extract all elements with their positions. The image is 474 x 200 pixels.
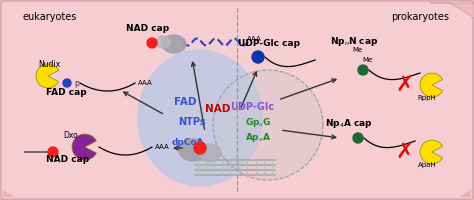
- Circle shape: [194, 142, 206, 154]
- Text: AAA: AAA: [155, 144, 170, 150]
- Text: eukaryotes: eukaryotes: [23, 12, 77, 22]
- Text: NAD: NAD: [205, 104, 231, 114]
- Circle shape: [353, 133, 363, 143]
- Polygon shape: [459, 190, 471, 197]
- Polygon shape: [430, 3, 474, 18]
- Text: Gp$_x$G: Gp$_x$G: [245, 116, 271, 129]
- Polygon shape: [3, 190, 15, 197]
- Wedge shape: [420, 73, 443, 97]
- Text: Nudix: Nudix: [38, 60, 60, 69]
- Circle shape: [63, 79, 71, 87]
- Text: AAA: AAA: [138, 80, 153, 86]
- Ellipse shape: [156, 36, 170, 48]
- Wedge shape: [72, 134, 97, 160]
- Ellipse shape: [179, 139, 207, 161]
- Text: NAD cap: NAD cap: [127, 24, 170, 33]
- Circle shape: [147, 38, 157, 48]
- Text: ApaH: ApaH: [418, 162, 436, 168]
- Text: ✗: ✗: [396, 142, 414, 162]
- Text: Dxo: Dxo: [63, 131, 78, 140]
- Text: p: p: [74, 79, 79, 88]
- Text: NTPs: NTPs: [178, 117, 206, 127]
- Text: Ap$_x$A: Ap$_x$A: [245, 131, 271, 144]
- Circle shape: [48, 147, 58, 157]
- Wedge shape: [36, 64, 59, 88]
- Text: Me: Me: [363, 57, 373, 63]
- Text: RppH: RppH: [418, 95, 437, 101]
- Text: UDP-Glc cap: UDP-Glc cap: [238, 39, 300, 48]
- Wedge shape: [420, 140, 443, 164]
- Text: FAD cap: FAD cap: [46, 88, 87, 97]
- Text: FAD: FAD: [174, 97, 196, 107]
- Circle shape: [252, 51, 264, 63]
- Text: Me: Me: [353, 47, 363, 53]
- Text: NAD cap: NAD cap: [46, 155, 89, 164]
- Text: ✗: ✗: [396, 75, 414, 95]
- Ellipse shape: [162, 35, 186, 53]
- Circle shape: [358, 65, 368, 75]
- Polygon shape: [213, 70, 323, 180]
- Text: Np$_n$N cap: Np$_n$N cap: [330, 35, 378, 48]
- Text: AAA: AAA: [247, 36, 262, 42]
- Text: UDP-Glc: UDP-Glc: [230, 102, 274, 112]
- Polygon shape: [138, 50, 262, 186]
- Text: Np$_4$A cap: Np$_4$A cap: [325, 117, 373, 130]
- Text: prokaryotes: prokaryotes: [391, 12, 449, 22]
- Text: dpCoA: dpCoA: [172, 138, 204, 147]
- Ellipse shape: [199, 144, 221, 162]
